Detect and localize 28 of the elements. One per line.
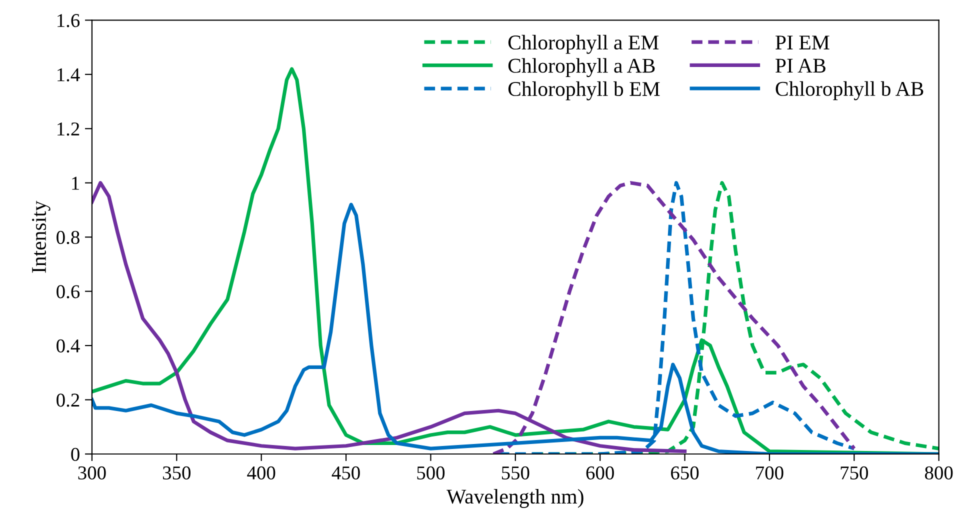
legend-label: Chlorophyll b AB (776, 81, 924, 100)
x-tick-label: 750 (840, 466, 868, 480)
legend-label: Chlorophyll a EM (508, 34, 659, 54)
x-tick-label: 700 (756, 466, 784, 480)
x-tick-label: 400 (247, 466, 276, 480)
y-tick-label: 1.6 (58, 14, 80, 28)
legend-label: PI EM (776, 36, 830, 50)
x-tick-label: 350 (163, 466, 190, 480)
legend-label: Chlorophyll a AB (508, 58, 655, 78)
y-tick-label: 1.4 (58, 68, 80, 82)
y-tick-label: 0.6 (56, 285, 80, 298)
legend-label: Chlorophyll b EM (508, 81, 660, 100)
y-tick-label: 0.8 (56, 230, 80, 244)
x-tick-label: 800 (925, 466, 953, 480)
x-tick-label: 450 (332, 466, 360, 480)
y-tick-label: 0.2 (56, 394, 80, 407)
legend-label: PI AB (776, 58, 826, 73)
x-tick-label: 300 (78, 466, 106, 480)
x-tick-label: 600 (586, 466, 614, 480)
y-tick-label: 1 (72, 176, 79, 190)
x-tick-label: 550 (502, 466, 530, 480)
y-tick-label: 0.4 (56, 339, 80, 353)
y-axis-title: Intensity (32, 200, 50, 273)
x-tick-label: 650 (671, 466, 699, 480)
y-tick-label: 0 (71, 448, 80, 461)
x-axis-title: Wavelength nm) (446, 489, 584, 508)
x-tick-label: 500 (417, 466, 445, 480)
y-tick-label: 1.2 (58, 122, 80, 136)
